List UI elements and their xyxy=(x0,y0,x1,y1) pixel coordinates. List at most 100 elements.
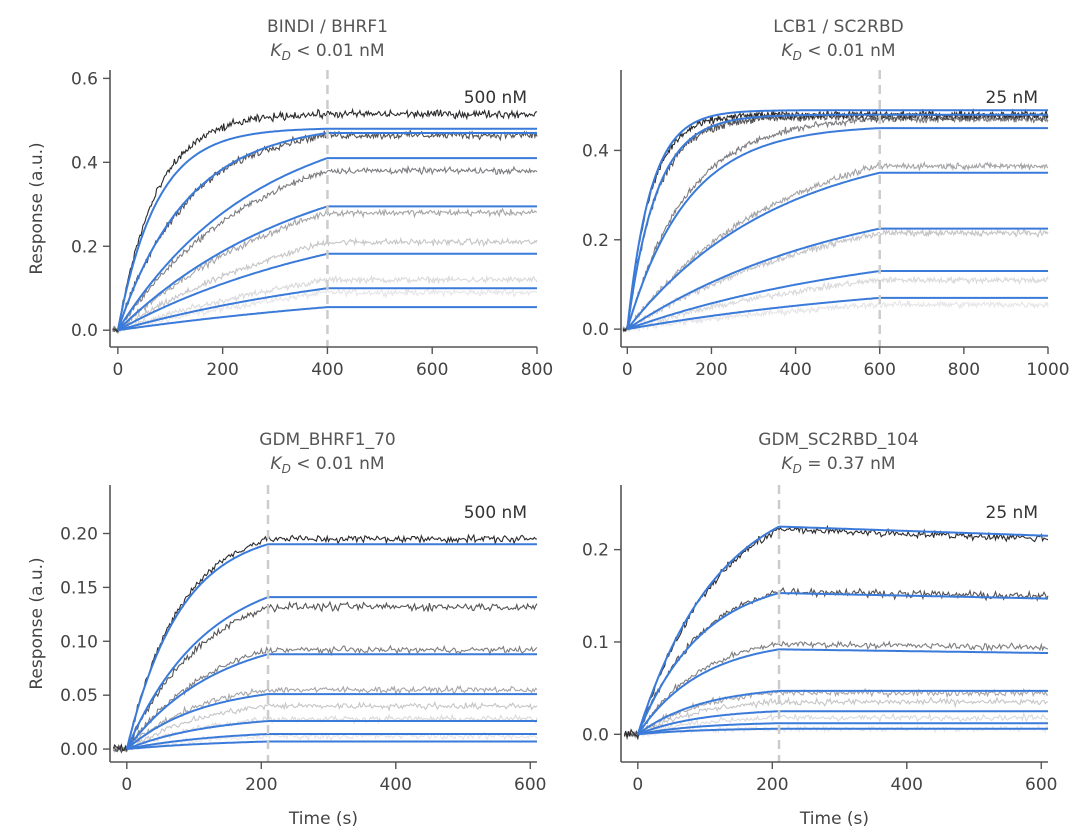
fit-curve xyxy=(126,733,537,751)
y-axis-label: Response (a.u.) xyxy=(27,142,47,274)
kd-subscript: D xyxy=(793,462,802,476)
x-tick-label: 0 xyxy=(632,775,643,795)
data-trace xyxy=(112,701,538,754)
fit-curve xyxy=(626,113,1048,330)
x-tick-label: 200 xyxy=(695,360,727,380)
x-tick-label: 400 xyxy=(380,775,412,795)
fit-curve xyxy=(637,710,1048,736)
x-tick-label: 0 xyxy=(121,775,132,795)
x-tick-label: 600 xyxy=(1025,775,1057,795)
kd-symbol: K xyxy=(270,454,283,474)
fit-curve xyxy=(126,653,537,750)
kd-symbol: K xyxy=(781,454,794,474)
y-tick-label: 0.10 xyxy=(60,632,98,652)
panel-1: BINDI / BHRF1 KD < 0.01 nM 500 nM 0 200 400 60… xyxy=(27,17,553,380)
x-tick-label: 0 xyxy=(622,360,633,380)
data-trace xyxy=(112,207,538,332)
x-tick-label: 1000 xyxy=(1026,360,1069,380)
data-trace xyxy=(113,600,538,754)
x-tick-label: 600 xyxy=(863,360,895,380)
fit-curve xyxy=(116,127,537,331)
kd-subscript: D xyxy=(282,462,291,476)
fit-curve xyxy=(126,693,537,750)
concentration-label: 500 nM xyxy=(464,503,527,523)
y-tick-label: 0.20 xyxy=(60,525,98,545)
kd-annotation: KD < 0.01 nM xyxy=(781,41,895,63)
x-tick-label: 400 xyxy=(779,360,811,380)
x-tick-label: 600 xyxy=(514,775,546,795)
fit-curve xyxy=(636,525,1049,735)
data-trace xyxy=(112,684,538,754)
data-trace xyxy=(622,114,1049,331)
fit-curve xyxy=(627,296,1048,331)
kd-subscript: D xyxy=(282,49,291,63)
data-trace xyxy=(112,236,538,333)
y-tick-label: 0.4 xyxy=(71,153,98,173)
concentration-label: 500 nM xyxy=(464,88,527,108)
data-trace xyxy=(622,110,1049,333)
data-trace xyxy=(624,687,1049,737)
kd-value: = 0.37 nM xyxy=(802,454,896,474)
kd-subscript: D xyxy=(793,49,802,63)
data-trace xyxy=(623,696,1049,739)
x-tick-label: 200 xyxy=(756,775,788,795)
fit-curve xyxy=(125,543,537,750)
data-trace xyxy=(623,587,1049,741)
data-trace xyxy=(112,287,538,332)
fit-curve xyxy=(626,109,1048,330)
fit-curve xyxy=(636,648,1048,735)
data-trace xyxy=(622,299,1049,333)
y-tick-label: 0.2 xyxy=(582,231,609,251)
kd-annotation: KD < 0.01 nM xyxy=(270,41,384,63)
y-tick-label: 0.1 xyxy=(582,633,609,653)
x-tick-label: 200 xyxy=(206,360,238,380)
fit-curve xyxy=(117,157,537,331)
fit-curve xyxy=(637,689,1048,736)
fit-curve xyxy=(125,596,537,750)
panel-title: LCB1 / SC2RBD xyxy=(773,17,903,37)
x-tick-label: 800 xyxy=(948,360,980,380)
fit-curve xyxy=(626,270,1048,331)
y-axis-label: Response (a.u.) xyxy=(27,557,47,689)
x-tick-label: 600 xyxy=(416,360,448,380)
panel-3: GDM_BHRF1_70 KD < 0.01 nM 500 nM 0 200 400 600… xyxy=(27,430,547,829)
x-axis-label: Time (s) xyxy=(799,809,869,829)
y-tick-label: 0.15 xyxy=(60,578,98,598)
y-tick-label: 0.4 xyxy=(582,141,609,161)
fit-curve xyxy=(126,720,537,751)
y-tick-label: 0.0 xyxy=(71,321,98,341)
y-tick-label: 0.0 xyxy=(582,725,609,745)
x-tick-label: 400 xyxy=(311,360,343,380)
fit-curve xyxy=(637,727,1048,736)
panel-4: GDM_SC2RBD_104 KD = 0.37 nM 25 nM 0 200 400 60… xyxy=(582,430,1058,829)
fit-curve xyxy=(117,287,537,332)
kd-value: < 0.01 nM xyxy=(291,41,385,61)
data-trace xyxy=(623,160,1049,332)
panel-2: LCB1 / SC2RBD KD < 0.01 nM 25 nM 0 200 400 600… xyxy=(582,17,1070,380)
data-trace xyxy=(112,712,538,754)
y-tick-label: 0.2 xyxy=(582,541,609,561)
data-trace xyxy=(112,107,538,333)
panel-title: GDM_SC2RBD_104 xyxy=(758,430,918,450)
panel-title: BINDI / BHRF1 xyxy=(267,17,388,37)
fit-curve xyxy=(637,722,1048,736)
data-trace xyxy=(112,274,538,336)
fit-curve xyxy=(626,227,1048,330)
x-tick-label: 0 xyxy=(112,360,123,380)
y-tick-label: 0.05 xyxy=(60,686,98,706)
fit-curve xyxy=(626,127,1048,330)
kd-symbol: K xyxy=(270,41,283,61)
kd-annotation: KD = 0.37 nM xyxy=(781,454,895,476)
concentration-label: 25 nM xyxy=(986,503,1038,523)
kd-value: < 0.01 nM xyxy=(291,454,385,474)
y-tick-label: 0.0 xyxy=(582,320,609,340)
y-tick-label: 0.2 xyxy=(71,237,98,257)
data-trace xyxy=(624,711,1049,740)
kd-annotation: KD < 0.01 nM xyxy=(270,454,384,476)
x-axis-label: Time (s) xyxy=(288,809,358,829)
data-trace xyxy=(112,164,538,333)
y-tick-label: 0.6 xyxy=(71,69,98,89)
fit-curve xyxy=(626,171,1048,330)
x-tick-label: 800 xyxy=(521,360,553,380)
